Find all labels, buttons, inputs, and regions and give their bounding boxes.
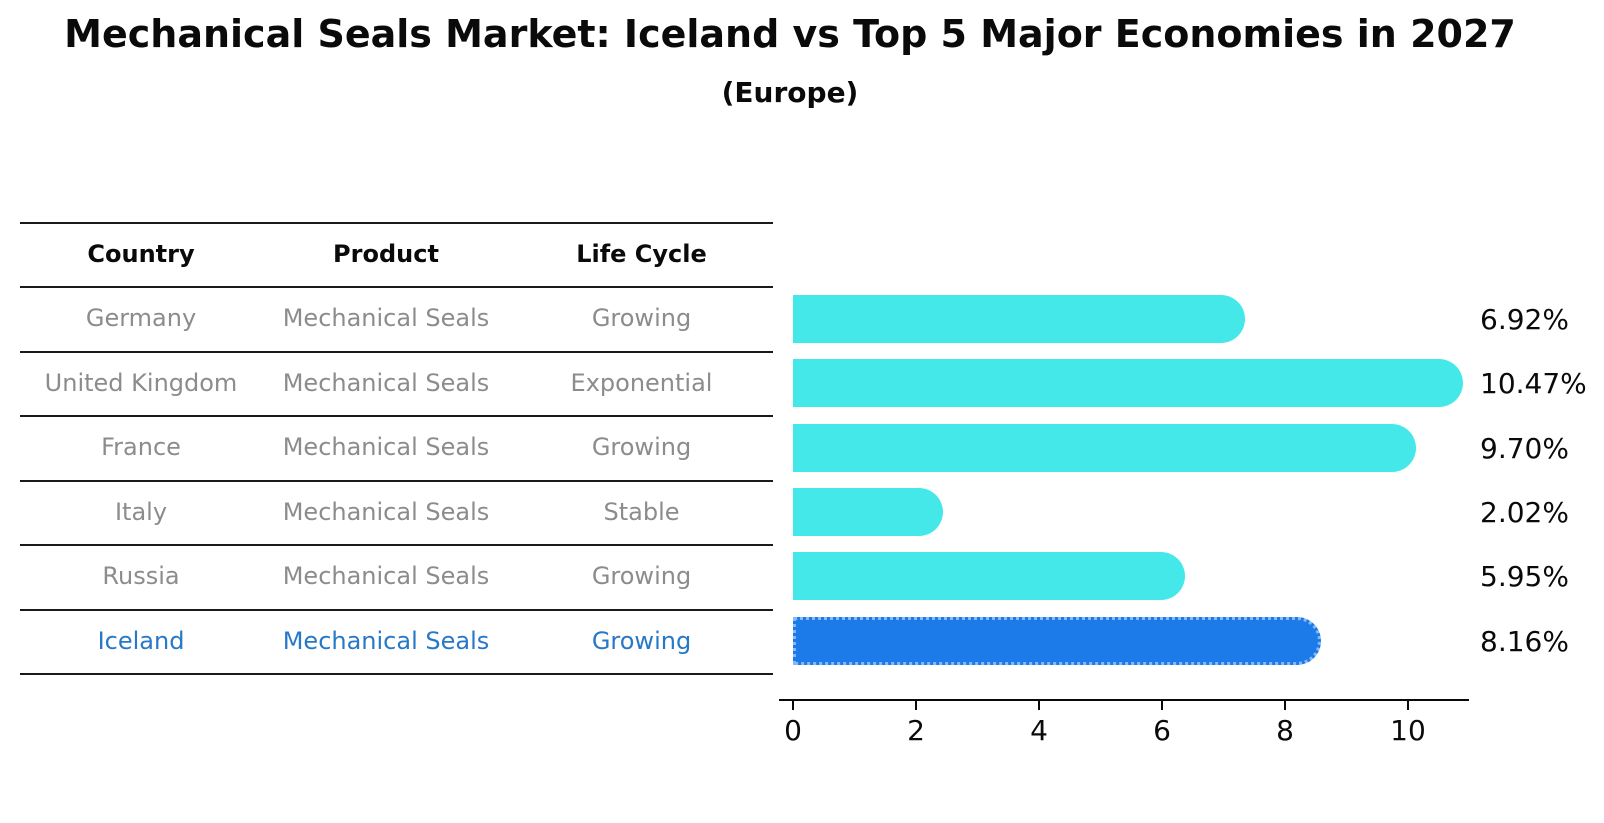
table-row: Germany Mechanical Seals Growing	[20, 286, 773, 350]
table-row: Russia Mechanical Seals Growing	[20, 544, 773, 608]
table-divider	[20, 286, 773, 288]
table-row: Italy Mechanical Seals Stable	[20, 480, 773, 544]
table-cell-product: Mechanical Seals	[282, 433, 490, 461]
table-cell-country: Germany	[85, 304, 197, 332]
table-divider	[20, 480, 773, 482]
chart-subtitle: (Europe)	[721, 76, 859, 109]
table-row: France Mechanical Seals Growing	[20, 415, 773, 479]
bar-value-label: 6.92%	[1480, 302, 1569, 336]
x-axis-tick-label: 2	[907, 714, 925, 747]
bar-value-label: 9.70%	[1480, 431, 1569, 465]
table-row: United Kingdom Mechanical Seals Exponent…	[20, 351, 773, 415]
x-axis-tick-mark	[915, 701, 917, 710]
bar-value-label: 8.16%	[1480, 624, 1569, 658]
x-axis-tick-label: 0	[784, 714, 802, 747]
table-cell-product: Mechanical Seals	[282, 498, 490, 526]
table-cell-country: France	[101, 433, 181, 461]
table-header-country: Country	[87, 240, 195, 268]
x-axis-tick-mark	[1038, 701, 1040, 710]
bar-germany	[793, 295, 1245, 343]
table-cell-product: Mechanical Seals	[282, 562, 490, 590]
table-divider	[20, 609, 773, 611]
table-cell-country: Italy	[114, 498, 168, 526]
table-header-row: Country Product Life Cycle	[20, 222, 773, 286]
bar-united-kingdom	[793, 359, 1463, 407]
bar-russia	[793, 552, 1185, 600]
bar-france	[793, 424, 1416, 472]
table-cell-product: Mechanical Seals	[282, 627, 490, 655]
table-cell-life-cycle: Stable	[603, 498, 680, 526]
bar-iceland	[793, 617, 1321, 665]
x-axis-tick-label: 8	[1276, 714, 1294, 747]
table-cell-life-cycle: Growing	[591, 304, 692, 332]
table-cell-country: Russia	[102, 562, 180, 590]
x-axis-tick-mark	[792, 701, 794, 710]
bar-value-label: 2.02%	[1480, 495, 1569, 529]
x-axis-tick-label: 4	[1030, 714, 1048, 747]
table-divider	[20, 351, 773, 353]
table-divider	[20, 415, 773, 417]
x-axis-tick-label: 6	[1153, 714, 1171, 747]
table-cell-life-cycle: Exponential	[570, 369, 713, 397]
bar-italy	[793, 488, 943, 536]
table-cell-country: Iceland	[97, 627, 185, 655]
table-divider	[20, 673, 773, 675]
table-cell-country: United Kingdom	[44, 369, 238, 397]
x-axis-tick-mark	[1161, 701, 1163, 710]
x-axis-tick-mark	[1407, 701, 1409, 710]
table-divider	[20, 222, 773, 224]
chart-title: Mechanical Seals Market: Iceland vs Top …	[64, 12, 1516, 56]
x-axis-tick-label: 10	[1390, 714, 1426, 747]
table-cell-life-cycle: Growing	[591, 433, 692, 461]
table-cell-product: Mechanical Seals	[282, 369, 490, 397]
table-cell-product: Mechanical Seals	[282, 304, 490, 332]
table-cell-life-cycle: Growing	[591, 627, 692, 655]
table-header-product: Product	[333, 240, 439, 268]
bar-value-label: 10.47%	[1480, 366, 1587, 400]
x-axis-line	[779, 699, 1469, 701]
bar-value-label: 5.95%	[1480, 559, 1569, 593]
table-header-life-cycle: Life Cycle	[576, 240, 707, 268]
table-cell-life-cycle: Growing	[591, 562, 692, 590]
table-row: Iceland Mechanical Seals Growing	[20, 609, 773, 673]
table-divider	[20, 544, 773, 546]
x-axis-tick-mark	[1284, 701, 1286, 710]
